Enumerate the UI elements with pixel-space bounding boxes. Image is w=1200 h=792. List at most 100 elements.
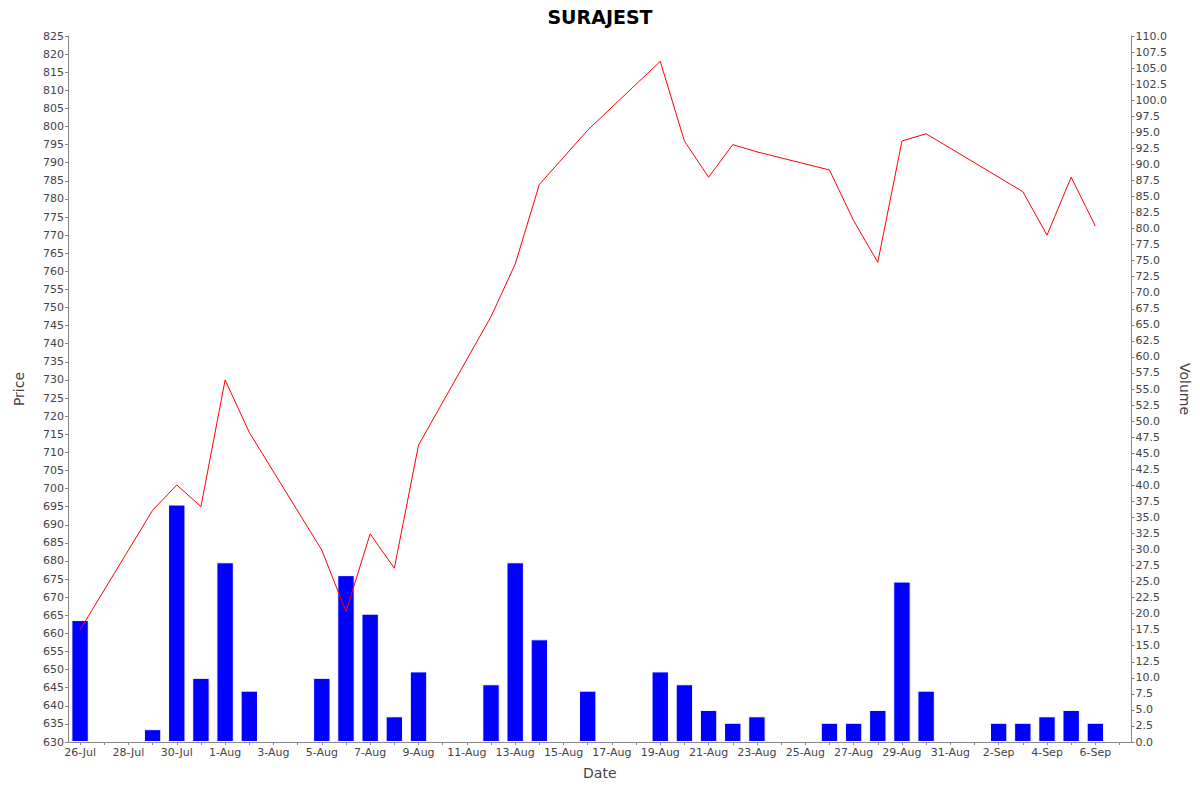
svg-text:Volume: Volume [1177, 363, 1193, 415]
svg-text:765: 765 [43, 247, 64, 260]
svg-text:815: 815 [43, 66, 64, 79]
svg-text:Price: Price [11, 372, 27, 406]
svg-text:22.5: 22.5 [1136, 591, 1161, 604]
svg-text:87.5: 87.5 [1136, 174, 1161, 187]
svg-text:7.5: 7.5 [1136, 687, 1154, 700]
svg-text:72.5: 72.5 [1136, 270, 1161, 283]
svg-text:47.5: 47.5 [1136, 431, 1161, 444]
svg-text:57.5: 57.5 [1136, 366, 1161, 379]
svg-text:3-Aug: 3-Aug [257, 746, 289, 759]
svg-text:800: 800 [43, 120, 64, 133]
svg-text:735: 735 [43, 355, 64, 368]
svg-text:20.0: 20.0 [1136, 607, 1161, 620]
svg-text:15-Aug: 15-Aug [544, 746, 583, 759]
svg-text:65.0: 65.0 [1136, 318, 1161, 331]
svg-text:785: 785 [43, 174, 64, 187]
svg-text:665: 665 [43, 609, 64, 622]
svg-text:5.0: 5.0 [1136, 703, 1154, 716]
svg-text:0.0: 0.0 [1136, 736, 1154, 749]
svg-text:23-Aug: 23-Aug [737, 746, 776, 759]
svg-text:750: 750 [43, 301, 64, 314]
svg-text:25.0: 25.0 [1136, 575, 1161, 588]
svg-text:85.0: 85.0 [1136, 190, 1161, 203]
svg-text:645: 645 [43, 681, 64, 694]
svg-text:660: 660 [43, 627, 64, 640]
svg-text:710: 710 [43, 446, 64, 459]
svg-text:30-Jul: 30-Jul [161, 746, 193, 759]
svg-text:640: 640 [43, 699, 64, 712]
svg-text:102.5: 102.5 [1136, 78, 1168, 91]
svg-text:67.5: 67.5 [1136, 302, 1161, 315]
svg-text:795: 795 [43, 138, 64, 151]
svg-text:715: 715 [43, 428, 64, 441]
svg-text:680: 680 [43, 554, 64, 567]
svg-text:29-Aug: 29-Aug [882, 746, 921, 759]
svg-text:635: 635 [43, 717, 64, 730]
svg-text:12.5: 12.5 [1136, 655, 1161, 668]
svg-text:780: 780 [43, 192, 64, 205]
svg-text:790: 790 [43, 156, 64, 169]
svg-text:17.5: 17.5 [1136, 623, 1161, 636]
svg-text:700: 700 [43, 482, 64, 495]
svg-text:810: 810 [43, 84, 64, 97]
svg-text:107.5: 107.5 [1136, 46, 1168, 59]
svg-text:10.0: 10.0 [1136, 671, 1161, 684]
svg-text:27.5: 27.5 [1136, 559, 1161, 572]
svg-text:4-Sep: 4-Sep [1031, 746, 1063, 759]
svg-text:27-Aug: 27-Aug [834, 746, 873, 759]
svg-text:675: 675 [43, 573, 64, 586]
svg-text:745: 745 [43, 319, 64, 332]
svg-text:80.0: 80.0 [1136, 222, 1161, 235]
svg-text:740: 740 [43, 337, 64, 350]
svg-text:30.0: 30.0 [1136, 543, 1161, 556]
svg-text:670: 670 [43, 591, 64, 604]
svg-text:92.5: 92.5 [1136, 142, 1161, 155]
svg-text:15.0: 15.0 [1136, 639, 1161, 652]
svg-text:26-Jul: 26-Jul [64, 746, 96, 759]
svg-text:37.5: 37.5 [1136, 495, 1161, 508]
svg-text:40.0: 40.0 [1136, 479, 1161, 492]
svg-text:630: 630 [43, 736, 64, 749]
svg-text:805: 805 [43, 102, 64, 115]
svg-text:2-Sep: 2-Sep [983, 746, 1015, 759]
svg-text:2.5: 2.5 [1136, 719, 1154, 732]
svg-text:720: 720 [43, 410, 64, 423]
svg-text:755: 755 [43, 283, 64, 296]
svg-text:62.5: 62.5 [1136, 334, 1161, 347]
svg-text:1-Aug: 1-Aug [209, 746, 241, 759]
svg-text:725: 725 [43, 392, 64, 405]
svg-text:650: 650 [43, 663, 64, 676]
svg-text:11-Aug: 11-Aug [447, 746, 486, 759]
svg-text:55.0: 55.0 [1136, 383, 1161, 396]
svg-text:17-Aug: 17-Aug [592, 746, 631, 759]
svg-text:19-Aug: 19-Aug [641, 746, 680, 759]
svg-text:97.5: 97.5 [1136, 110, 1161, 123]
svg-text:705: 705 [43, 464, 64, 477]
svg-text:SURAJEST: SURAJEST [547, 6, 652, 28]
svg-text:685: 685 [43, 536, 64, 549]
svg-text:77.5: 77.5 [1136, 238, 1161, 251]
svg-text:7-Aug: 7-Aug [354, 746, 386, 759]
svg-text:105.0: 105.0 [1136, 62, 1168, 75]
svg-text:60.0: 60.0 [1136, 350, 1161, 363]
svg-text:110.0: 110.0 [1136, 30, 1168, 43]
svg-text:95.0: 95.0 [1136, 126, 1161, 139]
svg-text:90.0: 90.0 [1136, 158, 1161, 171]
svg-text:21-Aug: 21-Aug [689, 746, 728, 759]
svg-text:655: 655 [43, 645, 64, 658]
svg-text:690: 690 [43, 518, 64, 531]
svg-text:32.5: 32.5 [1136, 527, 1161, 540]
svg-text:42.5: 42.5 [1136, 463, 1161, 476]
svg-text:52.5: 52.5 [1136, 399, 1161, 412]
svg-text:695: 695 [43, 500, 64, 513]
svg-text:13-Aug: 13-Aug [496, 746, 535, 759]
svg-text:825: 825 [43, 30, 64, 43]
svg-text:5-Aug: 5-Aug [306, 746, 338, 759]
svg-text:45.0: 45.0 [1136, 447, 1161, 460]
svg-text:730: 730 [43, 373, 64, 386]
svg-text:9-Aug: 9-Aug [402, 746, 434, 759]
svg-text:6-Sep: 6-Sep [1079, 746, 1111, 759]
svg-text:760: 760 [43, 265, 64, 278]
svg-text:775: 775 [43, 211, 64, 224]
svg-text:50.0: 50.0 [1136, 415, 1161, 428]
